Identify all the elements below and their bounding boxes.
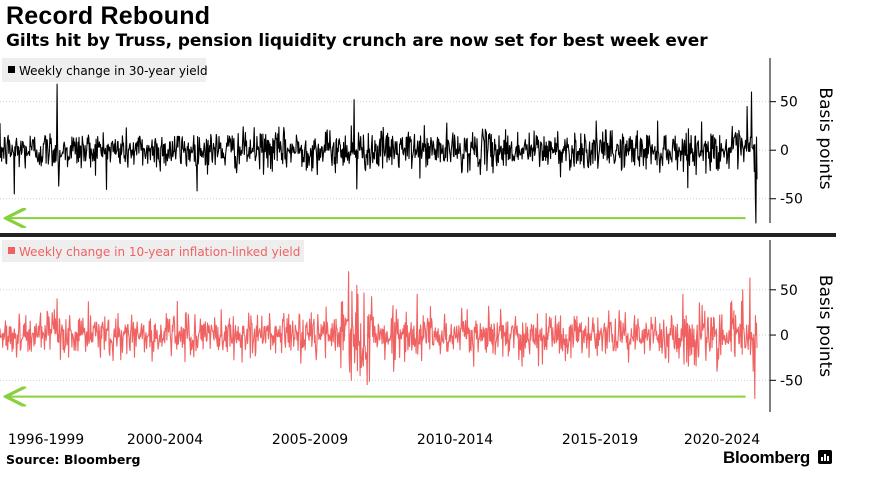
y-axis-label-panel-1: Basis points	[815, 87, 835, 189]
panel-separator	[0, 233, 836, 237]
x-tick-label: 2015-2019	[562, 432, 638, 445]
source-note: Source: Bloomberg	[6, 452, 141, 467]
x-tick-label: 1996-1999	[8, 432, 84, 445]
bloomberg-terminal-icon	[818, 450, 832, 464]
x-tick-label: 2000-2004	[127, 432, 203, 445]
series-30-year-yield	[0, 83, 758, 224]
legend-swatch-30y	[8, 66, 15, 73]
y-tick-label: 0	[780, 328, 789, 344]
x-axis-tick-labels: 1996-1999 2000-2004 2005-2009 2010-2014 2015…	[8, 432, 760, 445]
y-tick-label: -50	[780, 373, 803, 389]
legend-background	[2, 240, 304, 262]
y-tick-label: 50	[780, 283, 798, 299]
x-tick-label: 2020-2024	[684, 432, 760, 445]
legend-swatch-10y-linker	[8, 247, 15, 254]
panel-2-gridlines	[0, 289, 770, 381]
legend-background	[2, 58, 206, 82]
panel-2-y-axis: 50 0 -50	[769, 240, 803, 412]
panel-1-y-axis: 50 0 -50	[769, 58, 803, 223]
y-axis-label-panel-2: Basis points	[815, 275, 835, 377]
y-tick-label: 50	[780, 95, 798, 111]
legend-label-30y: Weekly change in 30-year yield	[19, 64, 208, 78]
series-10-year-inflation-linked-yield	[0, 271, 758, 399]
series-line	[0, 83, 758, 224]
chart-title: Record Rebound	[6, 2, 211, 30]
chart-subtitle: Gilts hit by Truss, pension liquidity cr…	[6, 31, 708, 51]
y-tick-label: 0	[780, 143, 789, 159]
x-tick-label: 2010-2014	[417, 432, 493, 445]
panel-30-year-yield: Weekly change in 30-year yield 50 0 -50 Ba…	[0, 58, 835, 223]
bloomberg-logo-text: Bloomberg	[722, 448, 810, 467]
x-tick-label: 2005-2009	[272, 432, 348, 445]
legend-label-10y-linker: Weekly change in 10-year inflation-linke…	[19, 245, 300, 259]
y-tick-label: -50	[780, 192, 803, 208]
panel-10-year-inflation-linked-yield: Weekly change in 10-year inflation-linke…	[0, 240, 835, 412]
series-line	[0, 271, 758, 399]
chart-figure: Weekly change in 30-year yield 50 0 -50 Ba…	[0, 58, 836, 445]
